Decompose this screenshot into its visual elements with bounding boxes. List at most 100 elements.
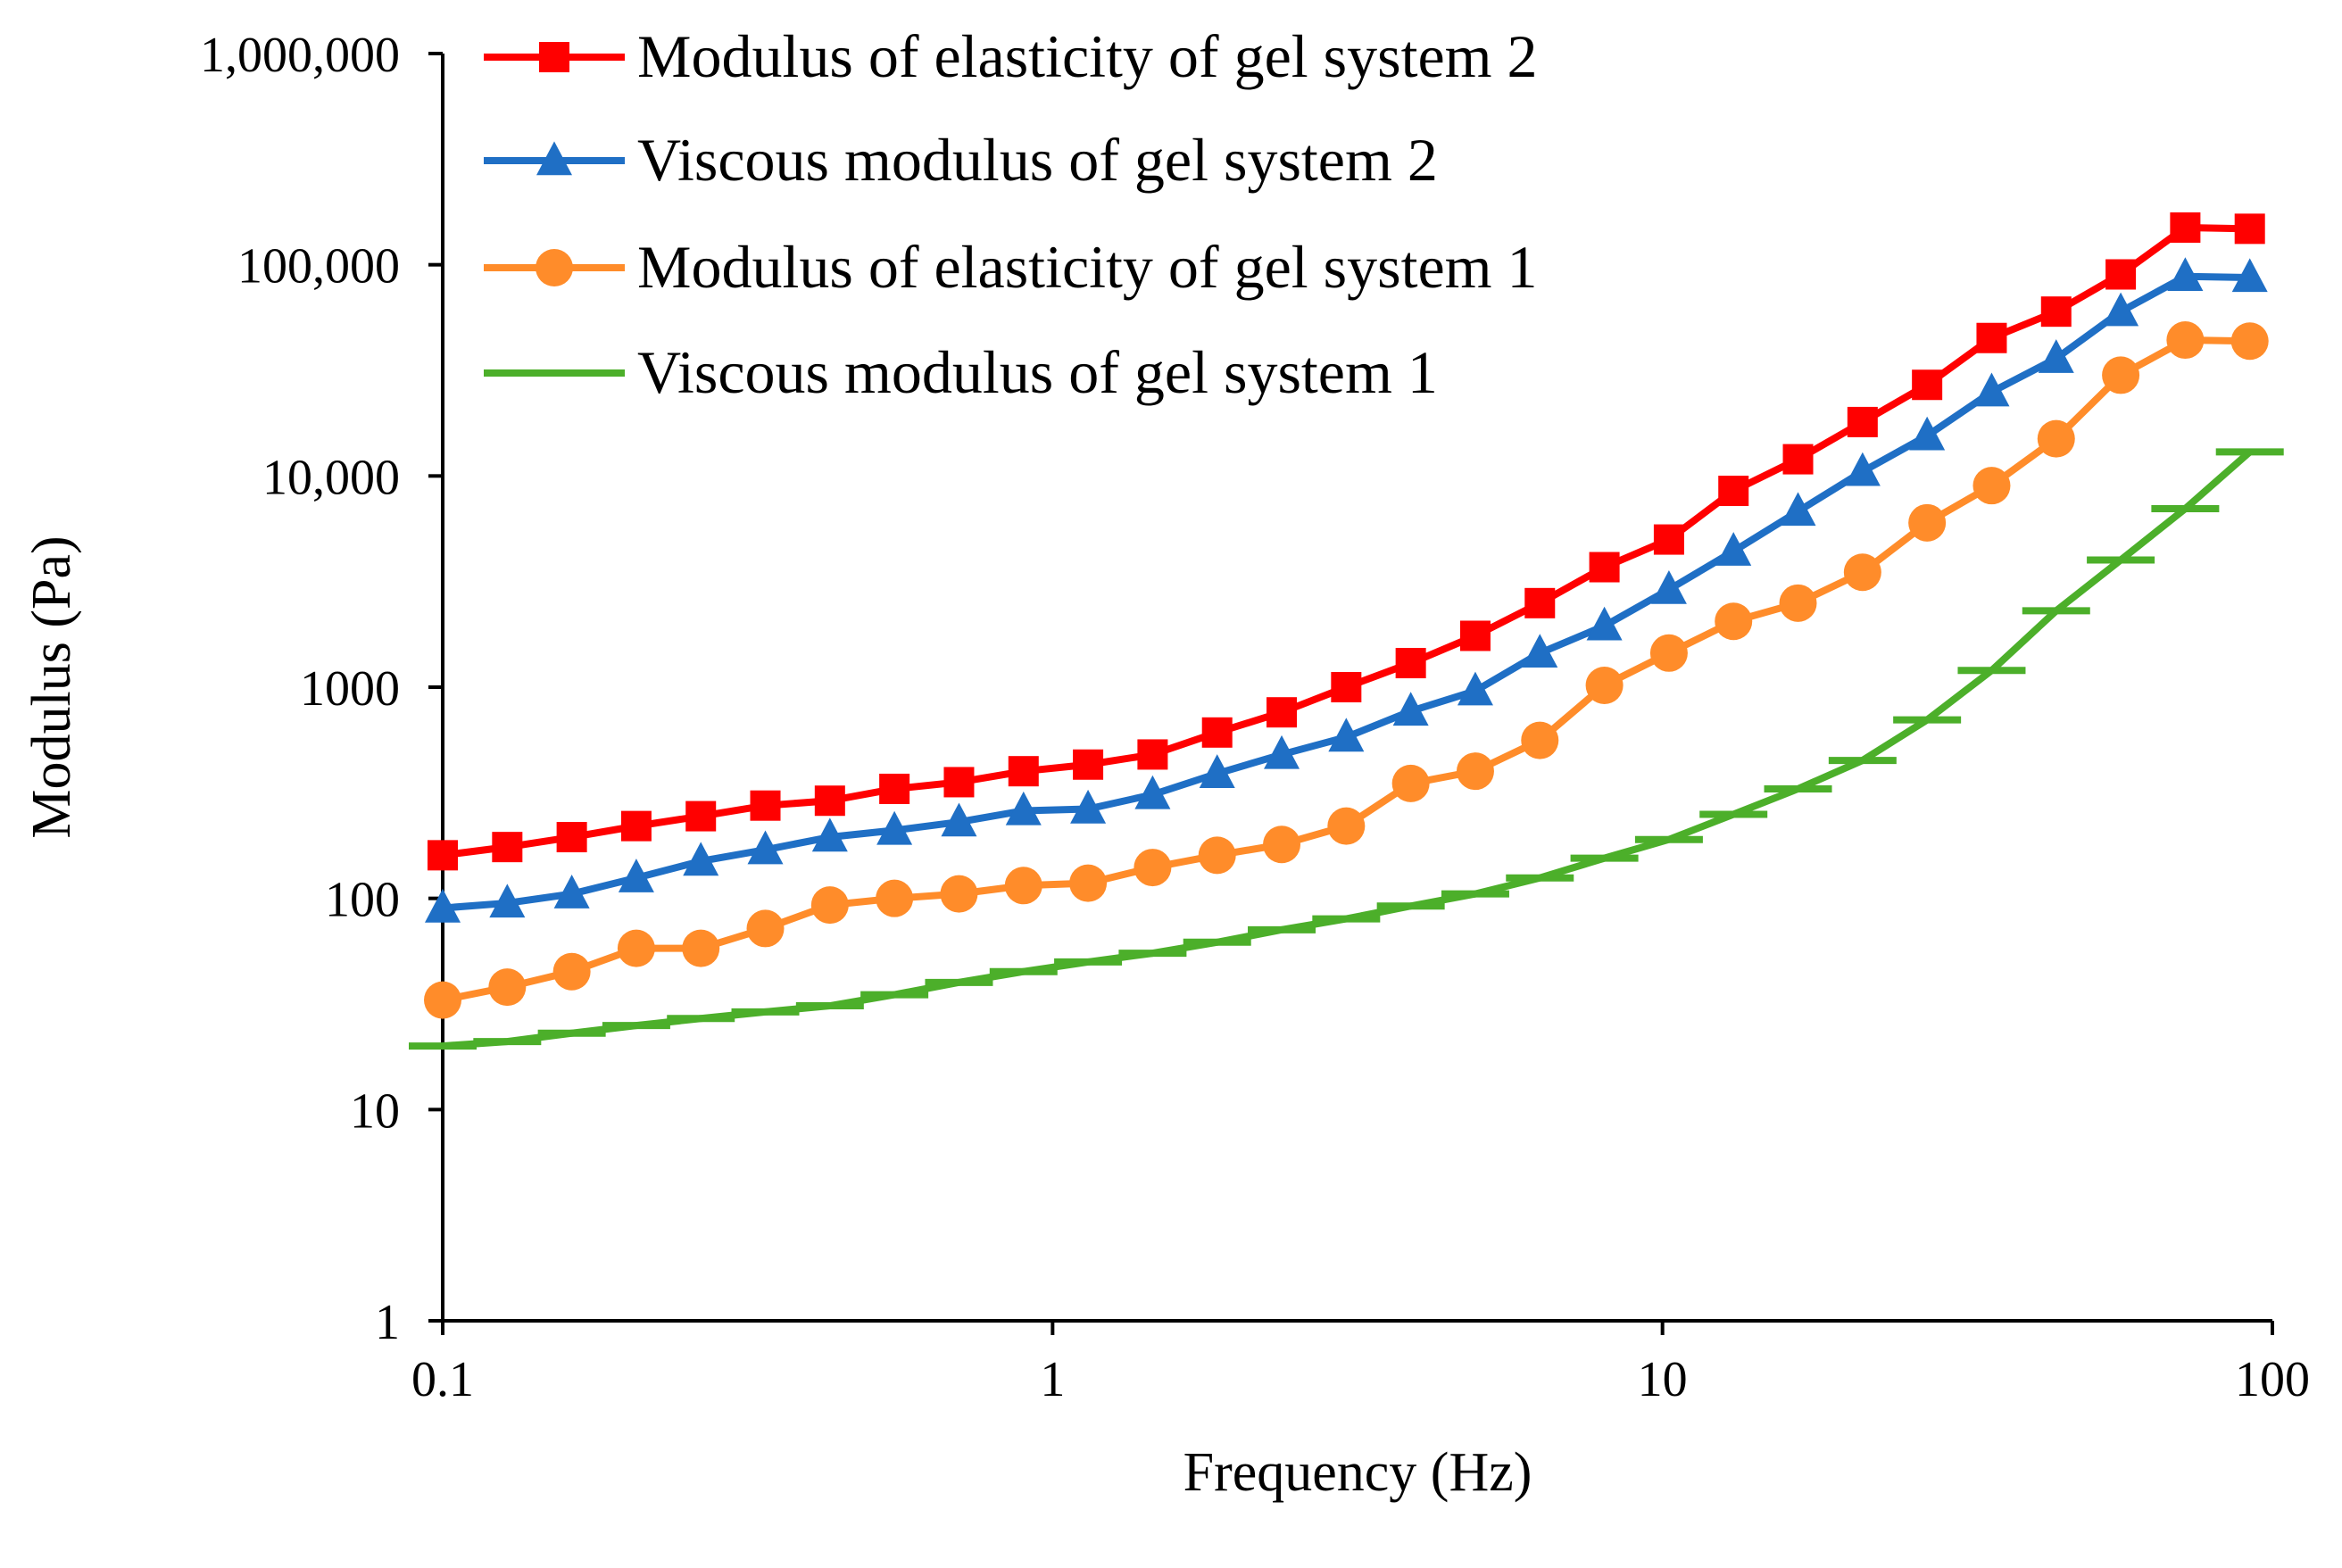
data-point xyxy=(1912,369,1943,401)
data-point xyxy=(1327,807,1366,845)
data-point xyxy=(2170,212,2201,243)
data-point xyxy=(1844,452,1881,486)
y-tick-label: 1,000,000 xyxy=(200,28,400,83)
data-point xyxy=(2166,321,2205,360)
data-point xyxy=(488,968,527,1007)
data-point xyxy=(1069,864,1108,902)
data-point xyxy=(811,817,848,852)
series-3 xyxy=(424,321,2269,1019)
legend-entry-3: Modulus of elasticity of gel system 1 xyxy=(484,233,1538,301)
legend-marker xyxy=(539,42,569,72)
data-point xyxy=(1199,754,1235,788)
data-point xyxy=(1391,764,1430,802)
data-point xyxy=(750,790,781,821)
data-point xyxy=(1198,836,1236,875)
data-point xyxy=(1522,634,1558,668)
data-point xyxy=(683,842,719,876)
data-point xyxy=(1395,648,1426,679)
series-4 xyxy=(409,448,2284,1050)
data-point xyxy=(814,785,845,817)
data-point xyxy=(940,875,978,913)
data-point xyxy=(1070,789,1107,824)
data-point xyxy=(1973,372,2010,407)
data-point xyxy=(1976,322,2007,353)
data-point xyxy=(1134,849,1172,887)
data-point xyxy=(682,929,720,967)
data-point xyxy=(746,909,785,948)
data-point xyxy=(1392,692,1429,726)
data-point xyxy=(1073,749,1104,780)
legend-label: Viscous modulus of gel system 2 xyxy=(637,126,1438,194)
data-point xyxy=(556,822,587,853)
legend-marker xyxy=(536,141,572,176)
data-point xyxy=(1459,620,1491,651)
data-point xyxy=(941,802,977,837)
data-point xyxy=(2040,296,2072,328)
data-point xyxy=(1457,671,1493,706)
data-point xyxy=(2167,257,2204,292)
data-point xyxy=(2231,258,2268,293)
data-point xyxy=(1653,524,1684,555)
data-point xyxy=(1909,416,1946,451)
data-point xyxy=(553,875,590,908)
series-1 xyxy=(428,212,2265,871)
data-point xyxy=(2037,419,2075,458)
data-point xyxy=(685,801,717,832)
data-point xyxy=(1524,587,1556,618)
x-tick-label: 10 xyxy=(1638,1352,1688,1407)
legend-label: Viscous modulus of gel system 1 xyxy=(637,338,1438,406)
data-point xyxy=(876,810,913,845)
data-point xyxy=(1201,717,1233,748)
data-point xyxy=(1456,752,1494,791)
data-point xyxy=(879,773,910,804)
y-tick-label: 10,000 xyxy=(262,450,400,505)
data-point xyxy=(2103,292,2139,327)
data-point xyxy=(1649,634,1688,672)
data-point xyxy=(1779,584,1817,622)
data-point xyxy=(2234,213,2265,245)
data-point xyxy=(1005,791,1042,825)
y-tick-label: 100,000 xyxy=(237,239,400,295)
data-point xyxy=(1264,734,1300,769)
legend: Modulus of elasticity of gel system 2 Vis… xyxy=(484,22,1538,406)
y-tick-label: 100 xyxy=(325,873,400,928)
data-point xyxy=(1521,721,1559,759)
data-point xyxy=(1586,606,1623,641)
data-point xyxy=(2230,322,2269,361)
data-point xyxy=(1589,552,1620,583)
data-point xyxy=(489,884,526,918)
data-point xyxy=(617,929,655,967)
y-tick-label: 1 xyxy=(375,1295,400,1350)
x-tick-label: 0.1 xyxy=(411,1352,474,1407)
legend-label: Modulus of elasticity of gel system 2 xyxy=(637,22,1538,90)
data-point xyxy=(1972,467,2011,505)
data-point xyxy=(1008,756,1039,787)
data-point xyxy=(943,767,975,798)
data-point xyxy=(552,952,591,991)
data-point xyxy=(1780,492,1816,527)
data-point xyxy=(810,886,849,925)
legend-label: Modulus of elasticity of gel system 1 xyxy=(637,233,1538,301)
data-point xyxy=(2102,356,2140,394)
data-point xyxy=(1908,503,1947,542)
data-point xyxy=(1585,666,1624,704)
data-point xyxy=(2038,339,2074,373)
data-point xyxy=(618,859,654,892)
data-point xyxy=(747,830,784,865)
data-point xyxy=(1267,697,1298,728)
data-point xyxy=(876,879,914,917)
data-point xyxy=(1715,602,1753,641)
y-axis-title: Modulus (Pa) xyxy=(21,535,82,838)
legend-entry-1: Modulus of elasticity of gel system 2 xyxy=(484,22,1538,90)
data-point xyxy=(424,981,461,1019)
legend-marker xyxy=(536,249,573,286)
data-point xyxy=(1134,775,1171,809)
data-point xyxy=(425,888,461,923)
data-point xyxy=(1843,553,1881,592)
data-point xyxy=(620,810,652,842)
data-point xyxy=(1847,406,1878,437)
x-tick-label: 1 xyxy=(1040,1352,1065,1407)
data-point xyxy=(1004,867,1042,905)
